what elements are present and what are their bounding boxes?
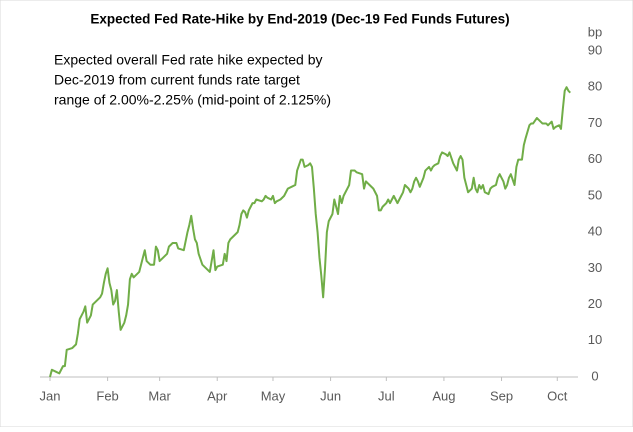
y-tick-label: 80: [588, 79, 602, 94]
y-tick-label: 30: [588, 260, 602, 275]
y-tick-label: 90: [588, 42, 602, 57]
x-tick-label: Aug: [432, 388, 455, 403]
x-tick-label: Sep: [490, 388, 513, 403]
x-tick-label: Feb: [96, 388, 118, 403]
x-tick-label: Mar: [148, 388, 171, 403]
y-tick-label: 40: [588, 224, 602, 239]
y-tick-label: 70: [588, 115, 602, 130]
y-tick-label: 10: [588, 332, 602, 347]
x-tick-label: Apr: [207, 388, 228, 403]
y-tick-label: 50: [588, 187, 602, 202]
annotation: Dec-2019 from current funds rate target: [54, 72, 300, 88]
data-line: [49, 86, 571, 378]
x-tick-label: Jan: [40, 388, 61, 403]
y-tick-label: 0: [591, 368, 598, 383]
x-tick-label: May: [261, 388, 286, 403]
x-tick-label: Jun: [320, 388, 341, 403]
y-axis-unit: bp: [588, 24, 602, 39]
chart-title: Expected Fed Rate-Hike by End-2019 (Dec-…: [90, 12, 509, 27]
x-tick-label: Jul: [378, 388, 395, 403]
x-tick-label: Oct: [547, 388, 568, 403]
y-tick-label: 20: [588, 296, 602, 311]
annotation: Expected overall Fed rate hike expected …: [54, 52, 323, 68]
annotation: range of 2.00%-2.25% (mid-point of 2.125…: [54, 92, 331, 108]
y-tick-label: 60: [588, 151, 602, 166]
